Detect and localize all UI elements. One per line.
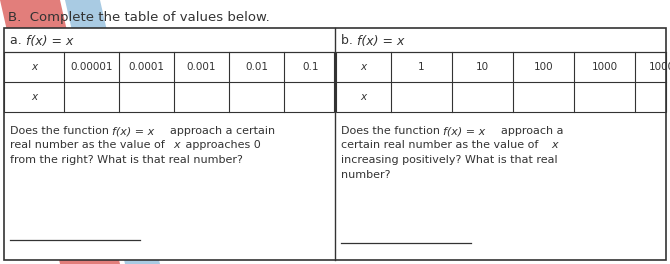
Text: f(x) = x: f(x) = x	[443, 126, 485, 136]
Text: 0.0001: 0.0001	[129, 62, 165, 72]
Text: x: x	[360, 92, 366, 102]
Text: 100: 100	[534, 62, 553, 72]
Text: f(x) = x: f(x) = x	[112, 126, 154, 136]
Text: 0.1: 0.1	[303, 62, 319, 72]
Text: x: x	[31, 92, 37, 102]
Polygon shape	[65, 0, 160, 264]
Text: approach a certain: approach a certain	[163, 126, 275, 136]
Polygon shape	[0, 0, 120, 264]
Text: a.: a.	[10, 35, 25, 48]
Text: x: x	[31, 62, 37, 72]
Text: f(x) = x: f(x) = x	[26, 35, 74, 48]
Text: 10: 10	[476, 62, 489, 72]
Text: from the right? What is that real number?: from the right? What is that real number…	[10, 155, 243, 165]
Text: Does the function: Does the function	[341, 126, 444, 136]
Text: 0.01: 0.01	[245, 62, 268, 72]
Text: 1: 1	[418, 62, 425, 72]
Text: f(x) = x: f(x) = x	[357, 35, 405, 48]
Text: B.  Complete the table of values below.: B. Complete the table of values below.	[8, 12, 270, 25]
FancyBboxPatch shape	[4, 28, 666, 260]
Text: x: x	[360, 62, 366, 72]
Text: approaches 0: approaches 0	[182, 140, 261, 150]
Text: real number as the value of: real number as the value of	[10, 140, 168, 150]
Text: 0.001: 0.001	[187, 62, 216, 72]
Text: 1000: 1000	[592, 62, 618, 72]
Text: number?: number?	[341, 169, 391, 180]
Text: x: x	[551, 140, 557, 150]
Text: increasing positively? What is that real: increasing positively? What is that real	[341, 155, 557, 165]
Text: Does the function: Does the function	[10, 126, 113, 136]
Text: certain real number as the value of: certain real number as the value of	[341, 140, 542, 150]
Text: 10000: 10000	[649, 62, 670, 72]
Text: b.: b.	[341, 35, 357, 48]
Text: 0.00001: 0.00001	[70, 62, 113, 72]
Text: x: x	[173, 140, 180, 150]
Text: approach a: approach a	[494, 126, 563, 136]
